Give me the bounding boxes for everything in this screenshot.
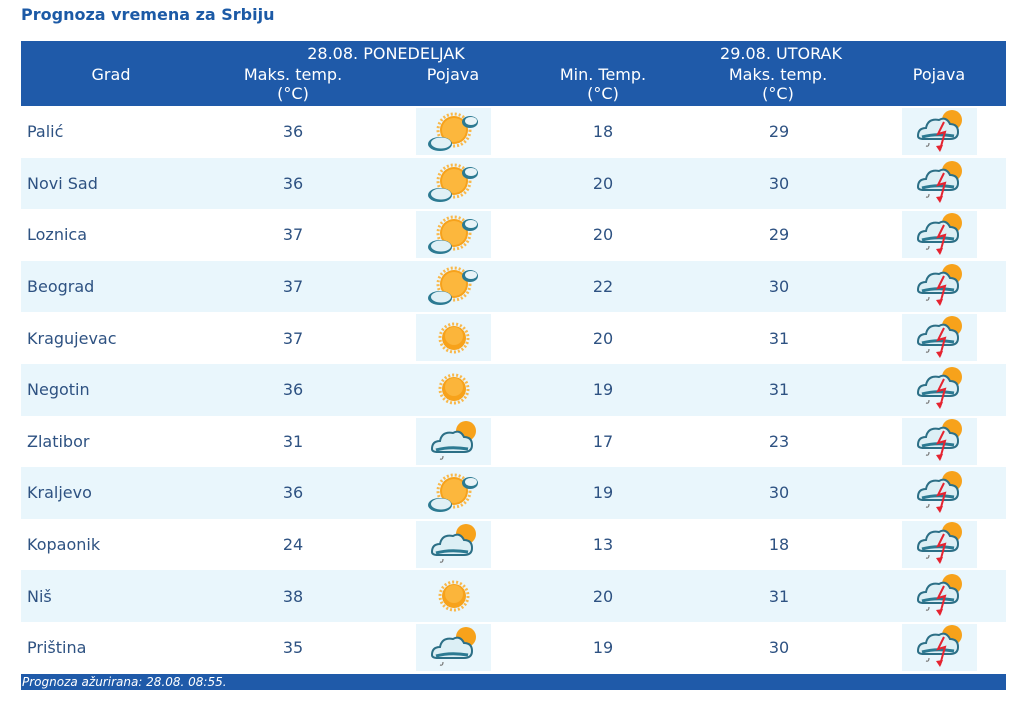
day2-max-temp: 30 <box>768 173 790 193</box>
city-name: Niš <box>27 586 52 606</box>
update-footer: Prognoza ažurirana: 28.08. 08:55. <box>21 674 1006 690</box>
city-name: Beograd <box>27 277 95 297</box>
day2-max-temp: 31 <box>768 328 790 348</box>
day1-max-temp: 37 <box>282 328 304 348</box>
day1-max-temp: 36 <box>282 380 304 400</box>
thunderstorm-sun-icon <box>902 623 977 671</box>
header-day2-date: 29.08. UTORAK <box>720 44 842 63</box>
table-row: Palić 36 18 29 <box>21 106 1006 158</box>
day2-max-temp: 29 <box>768 122 790 142</box>
thunderstorm-sun-icon <box>902 314 977 362</box>
header-day2-phenomenon: Pojava <box>912 65 966 84</box>
day1-max-temp: 37 <box>282 225 304 245</box>
city-name: Negotin <box>27 380 90 400</box>
thunderstorm-sun-icon <box>902 160 977 207</box>
cloud-sun-drizzle-icon <box>416 417 491 465</box>
thunderstorm-sun-icon <box>902 108 977 155</box>
day2-max-temp: 31 <box>768 380 790 400</box>
day2-min-temp: 20 <box>592 225 614 245</box>
day1-max-temp: 37 <box>282 277 304 297</box>
city-name: Priština <box>27 638 87 658</box>
thunderstorm-sun-icon <box>902 417 977 465</box>
city-name: Novi Sad <box>27 173 98 193</box>
table-row: Beograd 37 22 30 <box>21 260 1006 313</box>
header-day1-phenomenon: Pojava <box>426 65 480 84</box>
city-name: Kraljevo <box>27 483 92 503</box>
day2-max-temp: 30 <box>768 638 790 658</box>
header-day1-date: 28.08. PONEDELJAK <box>307 44 465 63</box>
header-day2-max: Maks. temp. (°C) <box>728 65 828 103</box>
page-title: Prognoza vremena za Srbiju <box>21 5 275 24</box>
forecast-table: Grad 28.08. PONEDELJAK Maks. temp. (°C) … <box>21 41 1006 674</box>
thunderstorm-sun-icon <box>902 520 977 568</box>
day2-min-temp: 13 <box>592 535 614 555</box>
header-city: Grad <box>91 65 131 84</box>
day2-min-temp: 20 <box>592 173 614 193</box>
day2-min-temp: 19 <box>592 638 614 658</box>
day2-min-temp: 20 <box>592 586 614 606</box>
day2-max-temp: 29 <box>768 225 790 245</box>
city-name: Loznica <box>27 225 88 245</box>
sun-icon <box>416 572 491 619</box>
table-row: Niš 38 20 31 <box>21 570 1006 622</box>
day1-max-temp: 36 <box>282 122 304 142</box>
day1-max-temp: 24 <box>282 535 304 555</box>
day1-max-temp: 36 <box>282 483 304 503</box>
day2-max-temp: 30 <box>768 277 790 297</box>
sun-with-clouds-icon <box>416 211 491 259</box>
day2-max-temp: 23 <box>768 431 790 451</box>
sun-icon <box>416 366 491 413</box>
table-header: Grad 28.08. PONEDELJAK Maks. temp. (°C) … <box>21 41 1006 106</box>
day2-max-temp: 31 <box>768 586 790 606</box>
day2-min-temp: 19 <box>592 380 614 400</box>
thunderstorm-sun-icon <box>902 211 977 259</box>
day2-min-temp: 17 <box>592 431 614 451</box>
header-day1-max: Maks. temp. (°C) <box>243 65 343 103</box>
table-body: Palić 36 18 29 Novi Sad 36 20 30 <box>21 106 1006 674</box>
table-row: Negotin 36 19 31 <box>21 363 1006 416</box>
day1-max-temp: 31 <box>282 431 304 451</box>
sun-with-clouds-icon <box>416 108 491 155</box>
city-name: Kragujevac <box>27 328 117 348</box>
cloud-sun-drizzle-icon <box>416 520 491 568</box>
thunderstorm-sun-icon <box>902 263 977 310</box>
header-day2-min: Min. Temp. (°C) <box>559 65 647 103</box>
day2-min-temp: 18 <box>592 122 614 142</box>
cloud-sun-drizzle-icon <box>416 623 491 671</box>
day2-max-temp: 30 <box>768 483 790 503</box>
thunderstorm-sun-icon <box>902 469 977 516</box>
sun-icon <box>416 314 491 362</box>
table-row: Loznica 37 20 29 <box>21 209 1006 261</box>
table-row: Priština 35 19 30 <box>21 622 1006 674</box>
day1-max-temp: 35 <box>282 638 304 658</box>
city-name: Kopaonik <box>27 535 101 555</box>
city-name: Palić <box>27 122 64 142</box>
thunderstorm-sun-icon <box>902 572 977 619</box>
sun-with-clouds-icon <box>416 160 491 207</box>
day1-max-temp: 38 <box>282 586 304 606</box>
day2-min-temp: 20 <box>592 328 614 348</box>
table-row: Kopaonik 24 13 18 <box>21 519 1006 571</box>
table-row: Kragujevac 37 20 31 <box>21 312 1006 364</box>
day2-max-temp: 18 <box>768 535 790 555</box>
sun-with-clouds-icon <box>416 263 491 310</box>
day2-min-temp: 22 <box>592 277 614 297</box>
sun-with-clouds-icon <box>416 469 491 516</box>
city-name: Zlatibor <box>27 431 90 451</box>
day2-min-temp: 19 <box>592 483 614 503</box>
thunderstorm-sun-icon <box>902 366 977 413</box>
table-row: Novi Sad 36 20 30 <box>21 157 1006 210</box>
table-row: Kraljevo 36 19 30 <box>21 467 1006 519</box>
day1-max-temp: 36 <box>282 173 304 193</box>
table-row: Zlatibor 31 17 23 <box>21 416 1006 468</box>
